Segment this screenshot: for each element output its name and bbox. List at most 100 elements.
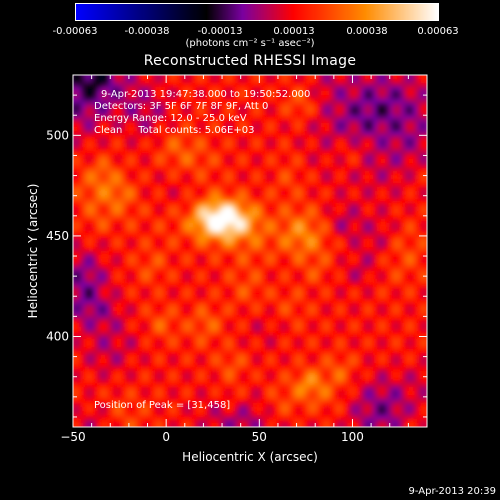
heatmap-cell — [133, 279, 138, 284]
heatmap-cell — [249, 175, 254, 180]
heatmap-cell — [173, 287, 178, 292]
heatmap-cell — [109, 227, 114, 232]
heatmap-cell — [133, 79, 138, 84]
heatmap-cell — [89, 79, 94, 84]
heatmap-cell — [109, 407, 114, 412]
heatmap-cell — [109, 243, 114, 248]
heatmap-cell — [161, 371, 166, 376]
heatmap-cell — [177, 375, 182, 380]
heatmap-cell — [241, 135, 246, 140]
heatmap-cell — [229, 311, 234, 316]
heatmap-cell — [101, 211, 106, 216]
heatmap-cell — [89, 347, 94, 352]
heatmap-cell — [221, 311, 226, 316]
heatmap-cell — [269, 363, 274, 368]
heatmap-cell — [121, 219, 126, 224]
heatmap-cell — [285, 415, 290, 420]
heatmap-cell — [137, 87, 142, 92]
heatmap-cell — [221, 279, 226, 284]
heatmap-cell — [269, 151, 274, 156]
heatmap-cell — [277, 123, 282, 128]
heatmap-cell — [121, 291, 126, 296]
heatmap-cell — [273, 379, 278, 384]
heatmap-cell — [237, 95, 242, 100]
heatmap-cell — [185, 247, 190, 252]
heatmap-cell — [245, 247, 250, 252]
heatmap-cell — [217, 139, 222, 144]
heatmap-cell — [201, 279, 206, 284]
heatmap-cell — [153, 147, 158, 152]
heatmap-cell — [261, 107, 266, 112]
heatmap-cell — [161, 171, 166, 176]
heatmap-cell — [137, 351, 142, 356]
heatmap-cell — [221, 91, 226, 96]
heatmap-cell — [225, 251, 230, 256]
heatmap-cell — [193, 383, 198, 388]
heatmap-cell — [161, 343, 166, 348]
heatmap-cell — [81, 115, 86, 120]
heatmap-cell — [137, 267, 142, 272]
heatmap-cell — [193, 359, 198, 364]
heatmap-cell — [209, 87, 214, 92]
heatmap-cell — [249, 155, 254, 160]
heatmap-cell — [189, 127, 194, 132]
heatmap-cell — [89, 223, 94, 228]
heatmap-cell — [121, 415, 126, 420]
heatmap-cell — [197, 187, 202, 192]
heatmap-cell — [161, 383, 166, 388]
heatmap-cell — [125, 131, 130, 136]
heatmap-cell — [213, 143, 218, 148]
heatmap-cell — [285, 263, 290, 268]
heatmap-cell — [97, 427, 102, 432]
heatmap-cell — [209, 179, 214, 184]
heatmap-cell — [213, 147, 218, 152]
heatmap-cell — [273, 407, 278, 412]
heatmap-cell — [101, 139, 106, 144]
heatmap-cell — [137, 355, 142, 360]
heatmap-cell — [97, 187, 102, 192]
heatmap-cell — [173, 75, 178, 80]
heatmap-cell — [229, 343, 234, 348]
heatmap-cell — [177, 159, 182, 164]
heatmap-cell — [157, 187, 162, 192]
heatmap-cell — [169, 399, 174, 404]
heatmap-cell — [153, 191, 158, 196]
heatmap-cell — [157, 339, 162, 344]
heatmap-cell — [165, 359, 170, 364]
heatmap-cell — [81, 207, 86, 212]
heatmap-cell — [241, 111, 246, 116]
heatmap-cell — [113, 271, 118, 276]
heatmap-cell — [229, 99, 234, 104]
heatmap-cell — [181, 343, 186, 348]
heatmap-cell — [89, 319, 94, 324]
heatmap-cell — [165, 103, 170, 108]
heatmap-cell — [249, 343, 254, 348]
heatmap-cell — [89, 195, 94, 200]
heatmap-cell — [193, 243, 198, 248]
heatmap-cell — [197, 427, 202, 432]
heatmap-cell — [205, 331, 210, 336]
heatmap-cell — [221, 87, 226, 92]
heatmap-cell — [89, 383, 94, 388]
heatmap-cell — [97, 263, 102, 268]
heatmap-cell — [93, 79, 98, 84]
heatmap-cell — [245, 419, 250, 424]
heatmap-cell — [165, 199, 170, 204]
heatmap-cell — [217, 235, 222, 240]
heatmap-cell — [193, 399, 198, 404]
heatmap-cell — [109, 263, 114, 268]
heatmap-cell — [173, 155, 178, 160]
heatmap-cell — [165, 279, 170, 284]
heatmap-cell — [237, 131, 242, 136]
heatmap-cell — [89, 411, 94, 416]
heatmap-cell — [277, 335, 282, 340]
heatmap-cell — [209, 115, 214, 120]
heatmap-cell — [193, 115, 198, 120]
heatmap-cell — [149, 223, 154, 228]
heatmap-cell — [281, 343, 286, 348]
heatmap-cell — [257, 203, 262, 208]
heatmap-cell — [213, 211, 218, 216]
heatmap-cell — [113, 235, 118, 240]
heatmap-cell — [121, 331, 126, 336]
heatmap-cell — [205, 271, 210, 276]
